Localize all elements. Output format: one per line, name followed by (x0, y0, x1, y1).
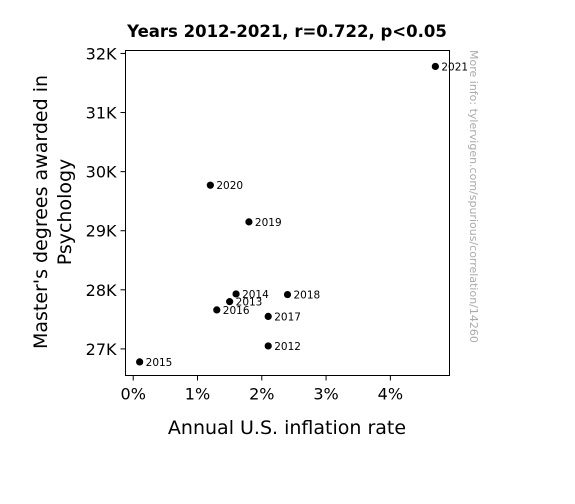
y-axis-label: Master's degrees awarded in Psychology (30, 75, 76, 349)
data-point-2014 (232, 290, 240, 298)
y-axis-ticks: 27K 28K 29K 30K 31K 32K (86, 44, 126, 359)
data-point-label-2013: 2013 (236, 297, 263, 309)
y-tick-label-2: 29K (86, 222, 117, 241)
data-point-2021 (431, 62, 439, 71)
x-tick-label-4: 4% (378, 385, 403, 404)
data-point-2015 (136, 358, 144, 366)
data-point-2020 (206, 181, 214, 189)
data-point-label-2019: 2019 (255, 217, 282, 229)
data-point-label-2017: 2017 (274, 311, 301, 323)
data-point-2012 (264, 342, 272, 350)
data-point-label-2016: 2016 (223, 305, 250, 317)
y-tick-label-3: 30K (86, 163, 117, 182)
y-tick-label-1: 28K (86, 281, 117, 300)
x-tick-label-2: 2% (249, 385, 274, 404)
plot-area-frame (125, 50, 450, 376)
data-point-2013 (226, 298, 234, 306)
chart-title: Years 2012-2021, r=0.722, p<0.05 (126, 22, 447, 41)
data-point-2017 (264, 312, 272, 321)
x-axis-ticks: 0% 1% 2% 3% 4% (121, 375, 403, 404)
data-point-label-2018: 2018 (294, 290, 321, 302)
data-point-2019 (245, 218, 253, 226)
y-tick-label-5: 32K (86, 44, 117, 63)
data-point-2016 (213, 306, 221, 314)
data-point-label-2015: 2015 (146, 357, 173, 369)
data-point-2018 (283, 290, 292, 299)
y-axis-label-line-2: Psychology (54, 159, 76, 266)
data-point-label-2012: 2012 (274, 341, 301, 353)
data-point-label-2021: 2021 (441, 61, 468, 73)
y-tick-label-4: 31K (86, 104, 117, 123)
data-point-label-2014: 2014 (242, 289, 269, 301)
x-axis-label: Annual U.S. inflation rate (168, 417, 406, 439)
x-tick-label-3: 3% (313, 385, 338, 404)
y-tick-label-0: 27K (86, 340, 117, 359)
watermark-text: More info: tylervigen.com/spurious/corre… (467, 50, 480, 343)
y-axis-label-line-1: Master's degrees awarded in (30, 75, 52, 349)
x-tick-label-0: 0% (121, 385, 146, 404)
data-point-label-2020: 2020 (216, 180, 243, 192)
x-tick-label-1: 1% (185, 385, 210, 404)
